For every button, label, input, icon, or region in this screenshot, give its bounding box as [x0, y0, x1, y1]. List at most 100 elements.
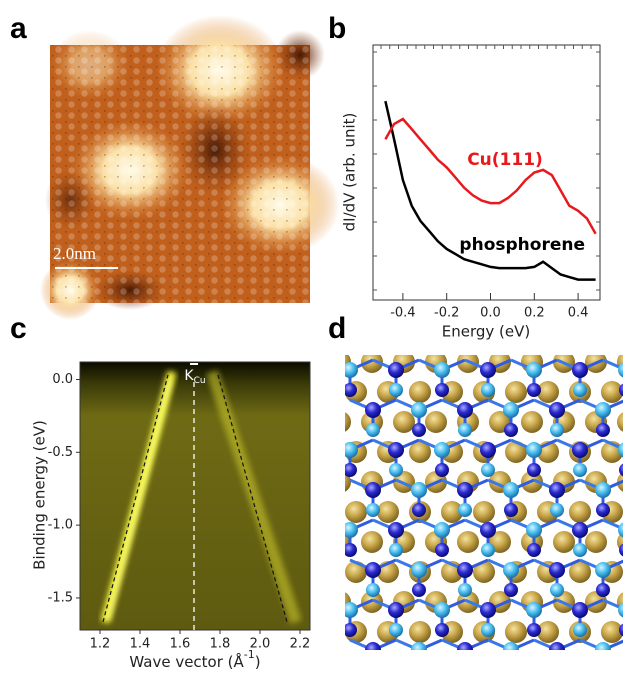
p-atom [411, 642, 427, 658]
y-tick-label: -1.0 [48, 518, 73, 533]
cu-atom [409, 381, 431, 403]
p-atom [503, 642, 519, 658]
cu-atom [409, 621, 431, 643]
p-atom [481, 463, 495, 477]
p-atom [573, 623, 587, 637]
x-tick-label: 2.2 [290, 637, 311, 652]
p-atom [527, 463, 541, 477]
p-atom [412, 583, 426, 597]
panel-label: a [10, 12, 27, 45]
p-atom [366, 583, 380, 597]
x-tick-label: -0.2 [434, 306, 459, 321]
p-atom [549, 482, 565, 498]
p-atom [366, 503, 380, 517]
p-atom [434, 442, 450, 458]
p-atom [596, 663, 610, 677]
p-atom [388, 362, 404, 378]
p-atom [503, 562, 519, 578]
bond [534, 680, 557, 684]
p-atom [388, 442, 404, 458]
cu-atom [473, 501, 495, 523]
x-axis-label-text: Wave vector (Å [129, 652, 244, 671]
p-atom [527, 383, 541, 397]
p-atom [457, 482, 473, 498]
x-axis-label-end: ) [255, 653, 261, 671]
p-atom [480, 522, 496, 538]
p-atom [595, 482, 611, 498]
bond [396, 680, 419, 684]
x-tick-label: 0.0 [480, 306, 501, 321]
bond [557, 680, 580, 684]
p-atom [480, 442, 496, 458]
p-atom [504, 503, 518, 517]
p-atom [549, 402, 565, 418]
arpes-image [80, 362, 310, 630]
cu-atom [585, 531, 607, 553]
p-atom [411, 482, 427, 498]
p-atom [573, 463, 587, 477]
cu-atom [569, 501, 591, 523]
p-atom [342, 522, 358, 538]
bond [419, 680, 442, 684]
bond [511, 680, 534, 684]
cu-atom [505, 621, 527, 643]
x-axis-label: Energy (eV) [442, 323, 530, 341]
bond [373, 680, 396, 684]
series-label: phosphorene [459, 235, 585, 255]
p-atom [480, 602, 496, 618]
atomic-model [327, 351, 623, 684]
x-tick-label: 1.4 [130, 637, 151, 652]
p-atom [343, 383, 357, 397]
p-atom [526, 522, 542, 538]
p-atom [365, 642, 381, 658]
cu-atom [521, 411, 543, 433]
cu-atom [345, 561, 367, 583]
p-atom [595, 562, 611, 578]
p-atom [343, 543, 357, 557]
figure: a b c d 2.0nm -0.4-0.20.00.20.4Energy (e… [0, 0, 623, 684]
bond [442, 680, 465, 684]
p-atom [434, 362, 450, 378]
p-atom [434, 522, 450, 538]
p-atom [504, 423, 518, 437]
y-axis-label: dI/dV (arb. unit) [341, 113, 359, 232]
plot-frame [373, 45, 600, 300]
p-atom [504, 583, 518, 597]
cu-atom [505, 381, 527, 403]
x-tick-label: 1.2 [90, 637, 111, 652]
cu-atom [377, 501, 399, 523]
y-tick-label: 0.0 [52, 372, 73, 387]
p-atom [573, 383, 587, 397]
p-atom [573, 543, 587, 557]
p-atom [527, 623, 541, 637]
p-atom [366, 423, 380, 437]
p-atom [595, 642, 611, 658]
p-atom [595, 402, 611, 418]
marker-label-sub: Cu [194, 376, 206, 386]
p-atom [481, 623, 495, 637]
p-atom [526, 602, 542, 618]
p-atom [342, 362, 358, 378]
p-atom [550, 503, 564, 517]
x-tick-label: 0.2 [524, 306, 545, 321]
p-atom [365, 482, 381, 498]
p-atom [596, 583, 610, 597]
p-atom [389, 543, 403, 557]
p-atom [365, 402, 381, 418]
bond [350, 680, 373, 684]
cu-atom [457, 531, 479, 553]
cu-atom [361, 531, 383, 553]
cu-atom [425, 411, 447, 433]
x-axis-label-sup: -1 [244, 648, 255, 661]
p-atom [343, 623, 357, 637]
p-atom [526, 442, 542, 458]
bond [488, 680, 511, 684]
p-atom [458, 503, 472, 517]
p-atom [434, 602, 450, 618]
p-atom [412, 503, 426, 517]
p-atom [458, 583, 472, 597]
p-atom [549, 562, 565, 578]
p-atom [412, 663, 426, 677]
bond [603, 680, 623, 684]
panel-label: c [10, 312, 27, 345]
